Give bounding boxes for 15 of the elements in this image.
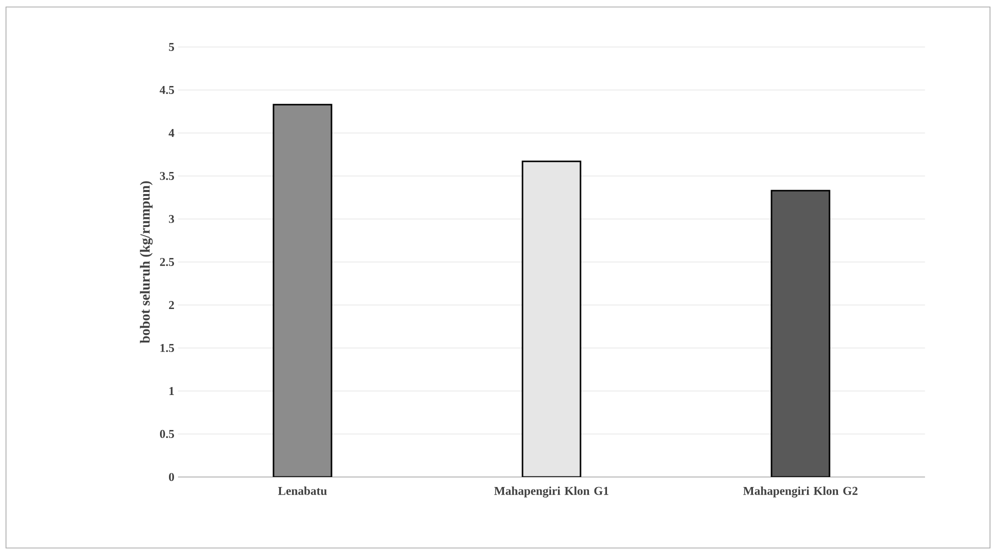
y-tick-label: 5 [168,43,174,51]
x-tick-label: Mahapengiri Klon G2 [743,486,858,498]
y-tick-label: 0 [168,472,174,482]
y-tick-label: 0.5 [160,430,174,438]
y-tick-label: 3 [168,214,174,224]
y-tick-label: 2.5 [160,258,174,266]
y-tick-label: 4.5 [160,86,174,94]
x-tick-label: Mahapengiri Klon G1 [494,486,608,498]
y-tick-label: 1 [169,387,174,395]
y-axis-title: bobot seluruh (kg/rumpun) [140,181,153,344]
y-tick-label: 1.5 [160,344,174,352]
x-tick-label: Lenabatu [278,486,327,495]
y-tick-label: 3.5 [160,172,174,180]
y-tick-label: 4 [168,129,174,137]
y-tick-label: 2 [169,301,174,309]
